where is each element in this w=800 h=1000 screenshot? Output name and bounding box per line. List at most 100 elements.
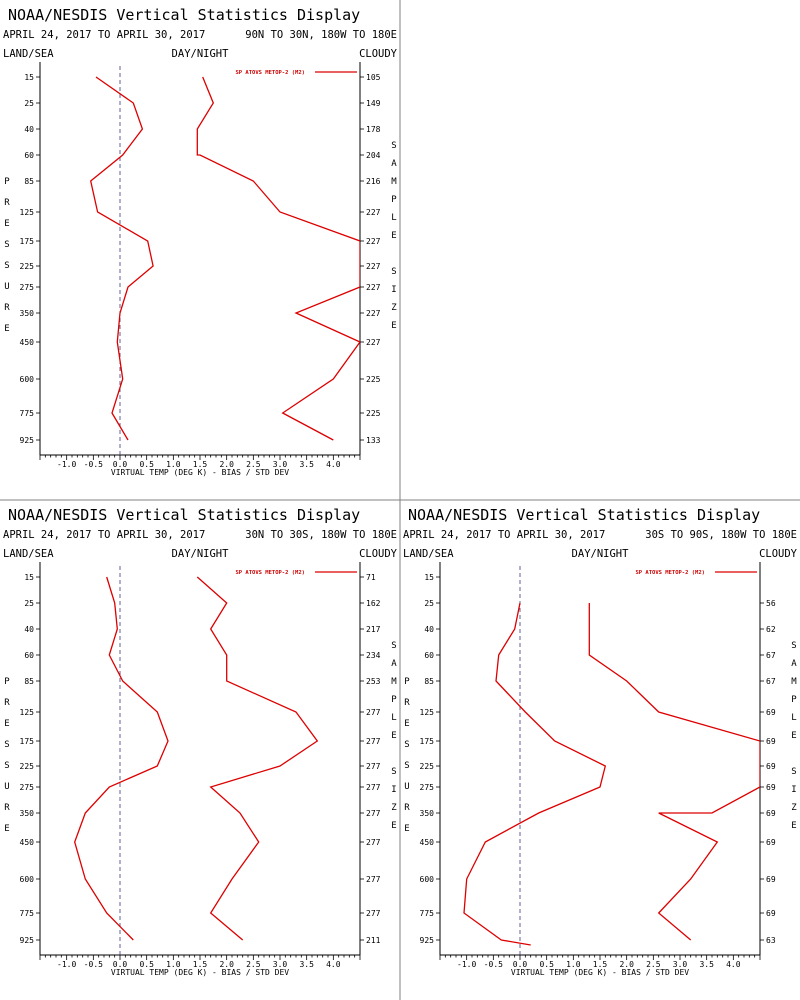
pressure-tick-label: 775 (20, 409, 35, 418)
sample-size-axis-letter: E (391, 321, 396, 331)
cloudy-header: CLOUDY (359, 548, 398, 560)
sample-size-label: 67 (766, 677, 776, 686)
sample-size-axis-letter: A (391, 159, 397, 169)
sample-size-axis-letter: L (391, 713, 396, 723)
region-label: 90N TO 30N, 180W TO 180E (245, 29, 397, 41)
pressure-tick-label: 175 (420, 737, 435, 746)
x-tick-label: 0.5 (139, 960, 154, 969)
sample-size-label: 69 (766, 909, 776, 918)
pressure-axis-letter: P (404, 677, 410, 687)
pressure-axis-letter: R (4, 198, 10, 208)
pressure-tick-label: 925 (20, 936, 35, 945)
sample-size-label: 105 (366, 73, 381, 82)
pressure-tick-label: 125 (20, 208, 35, 217)
pressure-axis-letter: S (4, 261, 9, 271)
chart-panel-1: NOAA/NESDIS Vertical Statistics Display A… (3, 6, 398, 477)
pressure-tick-label: 275 (20, 283, 35, 292)
x-tick-label: 0.5 (539, 960, 554, 969)
sample-size-label: 277 (366, 762, 381, 771)
series-bias (463, 602, 607, 946)
x-tick-label: 1.0 (566, 960, 581, 969)
sample-size-axis-letter: L (791, 713, 796, 723)
pressure-tick-label: 600 (20, 375, 35, 384)
pressure-tick-label: 40 (424, 625, 434, 634)
pressure-tick-label: 275 (20, 783, 35, 792)
pressure-tick-label: 275 (420, 783, 435, 792)
sample-size-axis-letter: I (391, 785, 396, 795)
x-tick-label: 0.0 (113, 960, 128, 969)
pressure-tick-label: 925 (420, 936, 435, 945)
x-tick-label: 4.0 (326, 460, 341, 469)
sample-size-label: 162 (366, 599, 381, 608)
pressure-tick-label: 775 (420, 909, 435, 918)
series-bias (74, 576, 169, 941)
x-axis-label: VIRTUAL TEMP (DEG K) - BIAS / STD DEV (111, 968, 289, 977)
sample-size-label: 225 (366, 375, 381, 384)
sample-size-axis-letter: M (391, 677, 397, 687)
x-tick-label: 0.5 (139, 460, 154, 469)
x-axis-label: VIRTUAL TEMP (DEG K) - BIAS / STD DEV (111, 468, 289, 477)
date-range: APRIL 24, 2017 TO APRIL 30, 2017 (3, 529, 205, 541)
sample-size-label: 227 (366, 309, 381, 318)
pressure-axis-letter: E (404, 824, 409, 834)
sample-size-label: 149 (366, 99, 381, 108)
pressure-tick-label: 60 (24, 651, 34, 660)
pressure-tick-label: 350 (20, 809, 35, 818)
x-tick-label: 1.0 (166, 460, 181, 469)
pressure-axis-letter: R (4, 803, 10, 813)
pressure-axis-letter: S (404, 740, 409, 750)
sample-size-axis-letter: P (791, 695, 797, 705)
sample-size-axis-letter: E (791, 731, 796, 741)
pressure-tick-label: 775 (20, 909, 35, 918)
sample-size-axis-letter: S (791, 767, 796, 777)
sample-size-label: 253 (366, 677, 381, 686)
pressure-tick-label: 85 (24, 677, 34, 686)
x-tick-label: -1.0 (57, 460, 76, 469)
pressure-tick-label: 25 (24, 99, 34, 108)
sample-size-label: 216 (366, 177, 381, 186)
sample-size-axis-letter: E (391, 821, 396, 831)
pressure-axis-letter: U (404, 782, 409, 792)
pressure-tick-label: 25 (424, 599, 434, 608)
pressure-tick-label: 925 (20, 436, 35, 445)
pressure-axis-letter: S (4, 761, 9, 771)
x-tick-label: 1.5 (593, 960, 608, 969)
pressure-axis-letter: E (4, 719, 9, 729)
date-range: APRIL 24, 2017 TO APRIL 30, 2017 (3, 29, 205, 41)
sample-size-label: 69 (766, 737, 776, 746)
x-tick-label: -0.5 (484, 960, 503, 969)
pressure-axis-letter: S (4, 740, 9, 750)
sample-size-axis-letter: I (391, 285, 396, 295)
sample-size-label: 227 (366, 237, 381, 246)
sample-size-axis-letter: S (391, 641, 396, 651)
sample-size-label: 277 (366, 708, 381, 717)
pressure-axis-letter: S (404, 761, 409, 771)
chart-title: NOAA/NESDIS Vertical Statistics Display (8, 506, 360, 524)
sample-size-axis-letter: S (391, 767, 396, 777)
sample-size-label: 277 (366, 783, 381, 792)
sample-size-label: 71 (366, 573, 376, 582)
pressure-tick-label: 85 (24, 177, 34, 186)
sample-size-label: 277 (366, 809, 381, 818)
sample-size-axis-letter: S (391, 141, 396, 151)
x-tick-label: 2.5 (646, 960, 661, 969)
pressure-tick-label: 25 (24, 599, 34, 608)
x-tick-label: 1.0 (166, 960, 181, 969)
sample-size-label: 225 (366, 409, 381, 418)
pressure-tick-label: 450 (20, 338, 35, 347)
region-label: 30N TO 30S, 180W TO 180E (245, 529, 397, 541)
legend-label: SP ATOVS METOP-2 (M2) (235, 570, 305, 576)
sample-size-label: 69 (766, 762, 776, 771)
series-std_dev (196, 576, 319, 941)
sample-size-axis-letter: Z (391, 803, 397, 813)
sample-size-axis-letter: E (791, 821, 796, 831)
pressure-axis-letter: E (4, 324, 9, 334)
x-tick-label: -0.5 (84, 960, 103, 969)
sample-size-label: 277 (366, 838, 381, 847)
x-tick-label: 3.0 (673, 960, 688, 969)
x-tick-label: 4.0 (726, 960, 741, 969)
cloudy-header: CLOUDY (359, 48, 398, 60)
x-tick-label: 3.0 (273, 960, 288, 969)
land-sea-header: LAND/SEA (3, 548, 54, 560)
